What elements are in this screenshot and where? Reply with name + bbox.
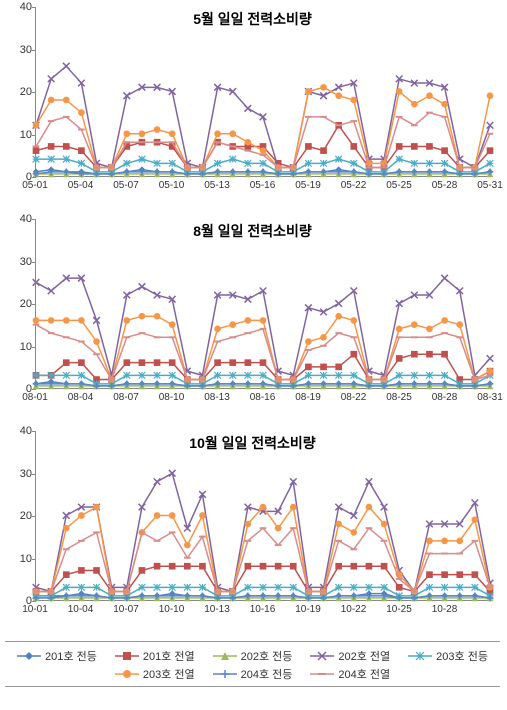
xtick-label: 05-07 — [113, 180, 139, 191]
legend-swatch — [213, 668, 237, 680]
series-line-s8 — [36, 113, 490, 168]
legend-label: 203호 전등 — [436, 648, 488, 664]
legend-label: 201호 전열 — [143, 648, 195, 664]
xtick-label: 10-22 — [341, 604, 367, 615]
xtick-label: 10-04 — [68, 604, 94, 615]
plot-area — [35, 431, 490, 601]
legend-item-s1: 201호 전등 — [17, 648, 97, 664]
legend-swatch — [310, 650, 334, 662]
xtick-label: 05-19 — [295, 180, 321, 191]
xtick-label: 08-13 — [204, 392, 230, 403]
xtick-label: 10-25 — [386, 604, 412, 615]
legend-item-s2: 201호 전열 — [115, 648, 195, 664]
xtick-label: 10-16 — [250, 604, 276, 615]
legend-item-s5: 203호 전등 — [408, 648, 488, 664]
chart-aug: 8월 일일 전력소비량01020304008-0108-0408-0708-10… — [5, 217, 500, 417]
ytick-label: 30 — [20, 44, 32, 56]
xtick-label: 10-13 — [204, 604, 230, 615]
xtick-label: 08-04 — [68, 392, 94, 403]
legend-label: 201호 전등 — [45, 648, 97, 664]
legend-swatch — [310, 668, 334, 680]
xtick-label: 08-01 — [22, 392, 48, 403]
legend-swatch — [115, 668, 139, 680]
xtick-label: 05-25 — [386, 180, 412, 191]
xtick-label: 08-16 — [250, 392, 276, 403]
ytick-label: 20 — [20, 298, 32, 310]
chart-oct: 10월 일일 전력소비량01020304010-0110-0410-0710-1… — [5, 429, 500, 629]
legend-item-s3: 202호 전등 — [213, 648, 293, 664]
chart-may: 5월 일일 전력소비량01020304005-0105-0405-0705-10… — [5, 5, 500, 205]
plot-area — [35, 219, 490, 389]
xtick-label: 05-13 — [204, 180, 230, 191]
xtick-label: 10-10 — [159, 604, 185, 615]
legend-swatch — [213, 650, 237, 662]
ytick-label: 20 — [20, 86, 32, 98]
xtick-label: 08-31 — [477, 392, 503, 403]
legend: 201호 전등 201호 전열 202호 전등 202호 전열 203호 전등 203호 … — [5, 641, 500, 687]
xtick-label: 10-07 — [113, 604, 139, 615]
legend-item-s6: 203호 전열 — [115, 666, 195, 682]
xtick-label: 08-22 — [341, 392, 367, 403]
xtick-label: 10-28 — [432, 604, 458, 615]
series-line-s8 — [36, 325, 490, 380]
xtick-label: 05-28 — [432, 180, 458, 191]
legend-label: 202호 전등 — [241, 648, 293, 664]
charts-container: 5월 일일 전력소비량01020304005-0105-0405-0705-10… — [0, 0, 507, 692]
ytick-label: 40 — [20, 213, 32, 225]
xtick-label: 10-19 — [295, 604, 321, 615]
ytick-label: 30 — [20, 468, 32, 480]
xtick-label: 08-07 — [113, 392, 139, 403]
xtick-label: 08-10 — [159, 392, 185, 403]
plot-area — [35, 7, 490, 177]
xtick-label: 10-01 — [22, 604, 48, 615]
ytick-label: 20 — [20, 510, 32, 522]
xtick-label: 08-28 — [432, 392, 458, 403]
legend-item-s4: 202호 전열 — [310, 648, 390, 664]
legend-label: 204호 전등 — [241, 666, 293, 682]
xtick-label: 08-19 — [295, 392, 321, 403]
xtick-label: 05-22 — [341, 180, 367, 191]
legend-item-s7: 204호 전등 — [213, 666, 293, 682]
ytick-label: 30 — [20, 256, 32, 268]
ytick-label: 40 — [20, 425, 32, 437]
xtick-label: 05-16 — [250, 180, 276, 191]
legend-swatch — [408, 650, 432, 662]
legend-swatch — [17, 650, 41, 662]
ytick-label: 40 — [20, 1, 32, 13]
xtick-label: 05-10 — [159, 180, 185, 191]
ytick-label: 10 — [20, 129, 32, 141]
legend-label: 204호 전열 — [338, 666, 390, 682]
xtick-label: 08-25 — [386, 392, 412, 403]
ytick-label: 10 — [20, 553, 32, 565]
ytick-label: 10 — [20, 341, 32, 353]
series-line-s6 — [36, 507, 490, 592]
xtick-label: 05-31 — [477, 180, 503, 191]
legend-label: 203호 전열 — [143, 666, 195, 682]
xtick-label: 05-04 — [68, 180, 94, 191]
legend-item-s8: 204호 전열 — [310, 666, 390, 682]
legend-swatch — [115, 650, 139, 662]
legend-label: 202호 전열 — [338, 648, 390, 664]
xtick-label: 05-01 — [22, 180, 48, 191]
